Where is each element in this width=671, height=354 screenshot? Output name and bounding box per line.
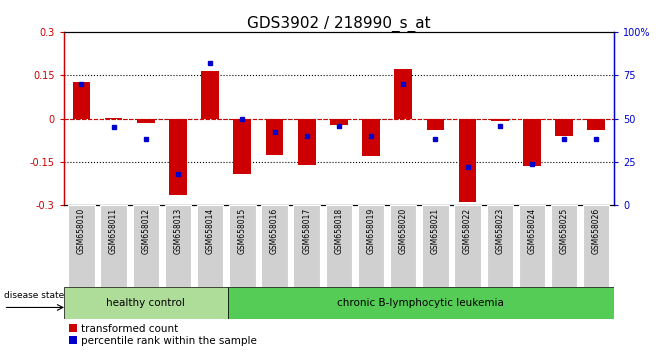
- Text: GSM658019: GSM658019: [366, 208, 376, 254]
- Text: GSM658023: GSM658023: [495, 208, 504, 254]
- Text: disease state: disease state: [3, 291, 64, 300]
- Text: GSM658024: GSM658024: [527, 208, 536, 254]
- Bar: [298, 119, 315, 165]
- Bar: [72, 82, 91, 119]
- Bar: [427, 119, 444, 130]
- Bar: [491, 119, 509, 121]
- Text: GSM658016: GSM658016: [270, 208, 279, 254]
- Text: GSM658015: GSM658015: [238, 208, 247, 254]
- Bar: [165, 205, 191, 287]
- Bar: [64, 287, 228, 319]
- Text: GSM658018: GSM658018: [334, 208, 344, 254]
- Bar: [587, 119, 605, 130]
- Bar: [137, 119, 154, 123]
- Bar: [133, 205, 159, 287]
- Bar: [395, 69, 412, 119]
- Text: GSM658012: GSM658012: [142, 208, 150, 254]
- Text: GSM658017: GSM658017: [302, 208, 311, 254]
- Bar: [454, 205, 480, 287]
- Title: GDS3902 / 218990_s_at: GDS3902 / 218990_s_at: [247, 16, 431, 32]
- Bar: [228, 287, 614, 319]
- Bar: [105, 118, 123, 119]
- Bar: [325, 205, 352, 287]
- Bar: [362, 119, 380, 156]
- Bar: [523, 119, 541, 166]
- Text: GSM658021: GSM658021: [431, 208, 440, 254]
- Bar: [330, 119, 348, 125]
- Bar: [519, 205, 545, 287]
- Bar: [169, 119, 187, 195]
- Bar: [266, 119, 283, 155]
- Bar: [197, 205, 223, 287]
- Text: GSM658013: GSM658013: [174, 208, 183, 254]
- Bar: [234, 119, 251, 173]
- Bar: [390, 205, 417, 287]
- Text: GSM658022: GSM658022: [463, 208, 472, 254]
- Bar: [68, 205, 95, 287]
- Text: GSM658020: GSM658020: [399, 208, 408, 254]
- Bar: [555, 119, 573, 136]
- Bar: [486, 205, 513, 287]
- Text: GSM658010: GSM658010: [77, 208, 86, 254]
- Text: healthy control: healthy control: [107, 298, 185, 308]
- Bar: [551, 205, 577, 287]
- Text: GSM658026: GSM658026: [592, 208, 601, 254]
- Bar: [261, 205, 288, 287]
- Bar: [101, 205, 127, 287]
- Bar: [358, 205, 384, 287]
- Bar: [583, 205, 609, 287]
- Bar: [422, 205, 449, 287]
- Legend: transformed count, percentile rank within the sample: transformed count, percentile rank withi…: [69, 324, 257, 346]
- Bar: [293, 205, 320, 287]
- Text: GSM658025: GSM658025: [560, 208, 568, 254]
- Bar: [201, 71, 219, 119]
- Bar: [229, 205, 256, 287]
- Text: GSM658011: GSM658011: [109, 208, 118, 254]
- Text: GSM658014: GSM658014: [205, 208, 215, 254]
- Text: chronic B-lymphocytic leukemia: chronic B-lymphocytic leukemia: [338, 298, 505, 308]
- Bar: [459, 119, 476, 202]
